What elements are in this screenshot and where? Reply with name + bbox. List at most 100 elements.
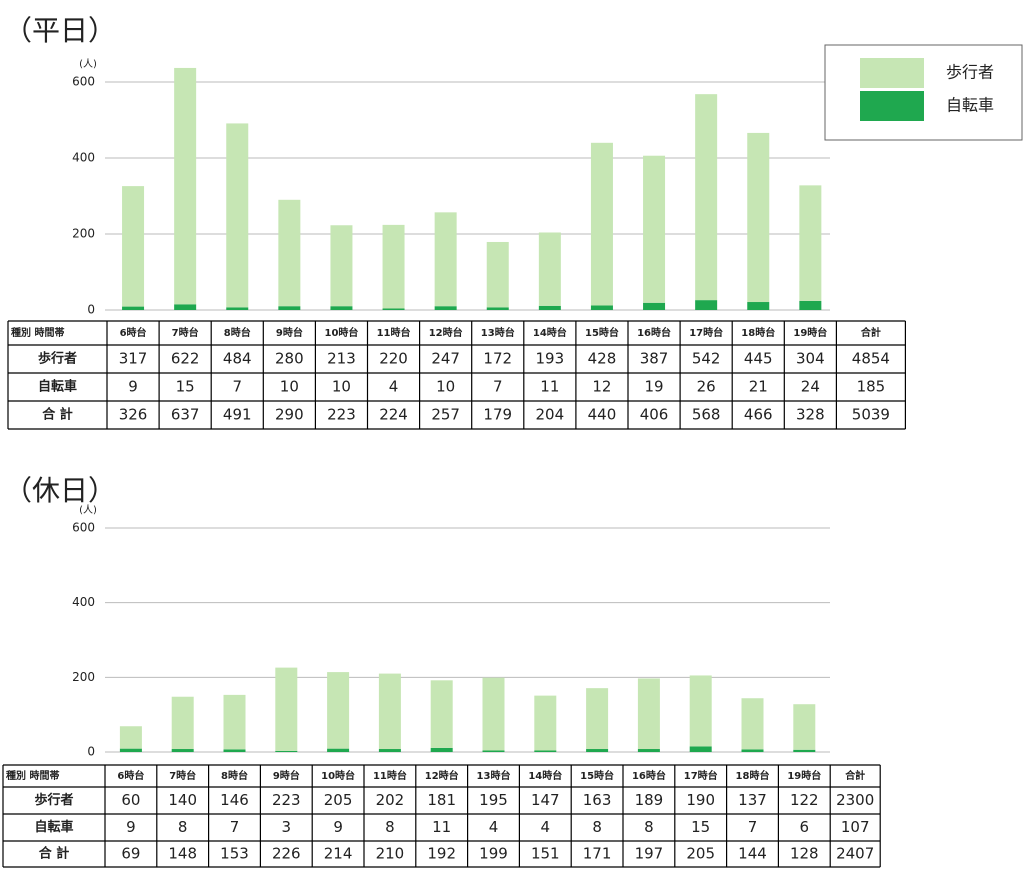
table-cell: 210 [376,845,405,863]
table-cell: 4 [541,818,551,836]
table-cell: 192 [427,845,456,863]
table-cell: 12 [592,378,611,396]
x-tick-label: 14時台 [528,769,562,782]
bar-segment [586,749,609,752]
table-cell: 7 [232,378,242,396]
table-cell: 202 [376,791,405,809]
table-cell: 11 [432,818,451,836]
table-cell: 8 [644,818,654,836]
table-cell: 153 [220,845,249,863]
table-cell: 179 [483,406,512,424]
bar-segment [482,750,505,752]
y-tick-label: 0 [87,303,95,317]
table-cell: 26 [697,378,716,396]
x-tick-label: 17時台 [689,326,723,339]
table-cell: 257 [431,406,460,424]
bar-segment [382,308,405,310]
table-cell: 491 [223,406,252,424]
row-label: 自転車 [38,379,77,395]
bar-segment [174,304,197,310]
table-cell: 147 [531,791,560,809]
legend-swatch [860,58,924,88]
table-cell: 247 [431,350,460,368]
bar-segment [486,307,509,310]
x-tick-label: 18時台 [736,769,770,782]
table-cell: 637 [171,406,200,424]
bar-segment [590,305,613,310]
table-cell: 10 [436,378,455,396]
table-cell: 214 [324,845,353,863]
bar-segment [430,680,453,748]
bar-segment [590,142,613,306]
table-cell: 440 [588,406,617,424]
y-tick-label: 0 [87,745,95,759]
x-tick-label: 15時台 [580,769,614,782]
x-tick-label: 9時台 [276,326,303,339]
table-cell: 199 [479,845,508,863]
bar-segment [226,307,249,310]
chart-title: （平日） [4,14,116,47]
bar-segment [330,306,353,310]
table-cell: 10 [280,378,299,396]
table-cell: 223 [272,791,301,809]
table-cell: 4854 [852,350,890,368]
table-cell: 622 [171,350,200,368]
table-cell: 445 [744,350,773,368]
table-cell: 8 [178,818,188,836]
table-header: 合計 [860,326,881,339]
table-cell: 7 [748,818,758,836]
row-label: 合 計 [39,846,70,862]
bar-segment [171,696,194,750]
bar-segment [327,748,350,752]
table-cell: 151 [531,845,560,863]
bar-segment [695,300,718,310]
bar-segment [378,673,401,750]
x-tick-label: 12時台 [425,769,459,782]
x-tick-label: 10時台 [321,769,355,782]
table-cell: 193 [536,350,565,368]
x-tick-label: 14時台 [533,326,567,339]
x-tick-label: 17時台 [684,769,718,782]
table-cell: 172 [483,350,512,368]
bar-segment [278,199,301,307]
table-corner: 種別 時間帯 [6,769,59,782]
table-cell: 4 [489,818,499,836]
table-cell: 290 [275,406,304,424]
bar-segment [430,747,453,752]
bar-segment [226,123,249,308]
row-label: 自転車 [34,819,73,835]
table-cell: 387 [640,350,669,368]
x-tick-label: 13時台 [481,326,515,339]
table-cell: 189 [635,791,664,809]
bar-segment [119,726,142,749]
table-cell: 185 [857,378,886,396]
y-tick-label: 400 [72,595,95,609]
table-cell: 205 [686,845,715,863]
table-cell: 317 [119,350,148,368]
x-tick-label: 13時台 [477,769,511,782]
bar-segment [747,132,770,303]
x-tick-label: 6時台 [117,769,144,782]
bar-segment [330,225,353,307]
x-tick-label: 12時台 [429,326,463,339]
table-cell: 326 [119,406,148,424]
table-cell: 11 [540,378,559,396]
bar-segment [793,749,816,752]
y-tick-label: 600 [72,520,95,534]
bar-segment [174,67,197,305]
table-cell: 146 [220,791,249,809]
x-tick-label: 10時台 [324,326,358,339]
x-tick-label: 6時台 [120,326,147,339]
table-cell: 428 [588,350,617,368]
table-cell: 190 [686,791,715,809]
bar-segment [793,704,816,750]
bar-segment [538,305,561,310]
table-cell: 2407 [836,845,874,863]
y-tick-label: 200 [72,227,95,241]
bar-segment [382,224,405,309]
chart-title: （休日） [4,474,116,507]
bar-segment [637,678,660,750]
bar-segment [741,749,764,752]
x-tick-label: 8時台 [224,326,251,339]
x-tick-label: 16時台 [632,769,666,782]
